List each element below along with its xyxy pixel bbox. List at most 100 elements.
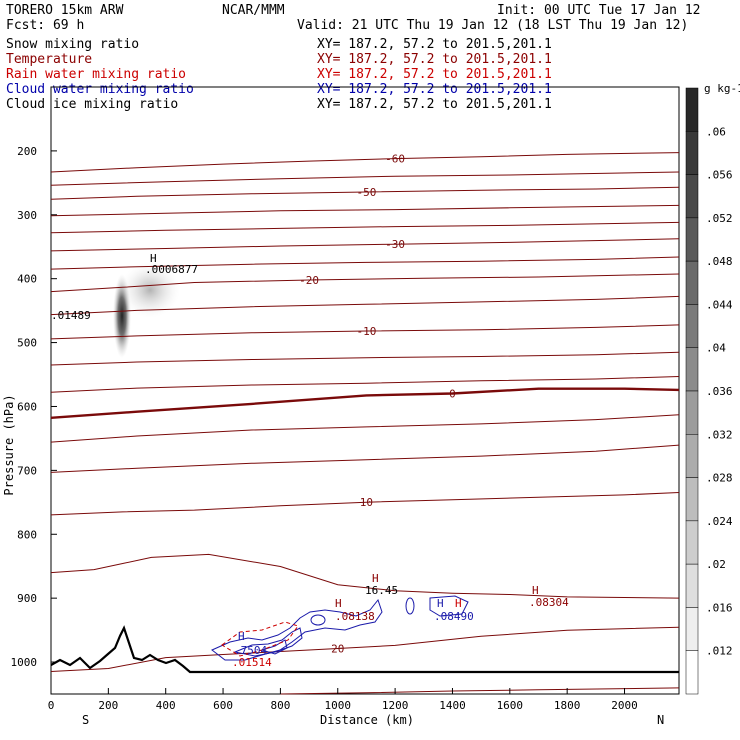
x-tick-label: 2000 <box>611 699 638 712</box>
x-end-label: N <box>657 713 664 727</box>
colorbar-swatch <box>685 434 699 478</box>
cloud-water-marker: H <box>238 630 245 643</box>
color-bar: g kg-1 .06 .056 .052 .048 .044 .04 .036 .032 .02… <box>685 82 740 695</box>
y-tick-label: 500 <box>17 337 37 350</box>
isotherm-label: -50 <box>356 186 376 199</box>
colorbar-tick-label: .056 <box>706 169 733 182</box>
isotherm-line <box>50 492 680 516</box>
colorbar-swatch <box>685 217 699 262</box>
isotherm-line <box>50 324 680 340</box>
field-legend: Snow mixing ratio XY= 187.2, 57.2 to 201.… <box>6 37 552 112</box>
colorbar-unit: g kg-1 <box>704 82 740 95</box>
cloud-water-contour-core <box>260 639 288 655</box>
rain-water-value: .01514 <box>232 656 272 669</box>
colorbar-tick-label: .02 <box>706 558 726 571</box>
y-tick-label: 700 <box>17 464 37 477</box>
colorbar-swatch <box>685 87 699 132</box>
colorbar-tick-label: .052 <box>706 212 733 225</box>
y-tick-label: 600 <box>17 400 37 413</box>
y-tick-label: 200 <box>17 145 37 158</box>
isotherm-label: 0 <box>449 388 456 401</box>
cloud-water-value-4: .08304 <box>529 596 569 609</box>
isotherm-line <box>280 687 680 695</box>
colorbar-swatch <box>685 260 699 305</box>
legend-xy-range: XY= 187.2, 57.2 to 201.5,201.1 <box>317 67 552 82</box>
isotherm-line <box>50 152 680 173</box>
colorbar-swatch <box>685 390 699 435</box>
isotherm-line <box>50 186 680 200</box>
y-axis-title: Pressure (hPa) <box>2 394 16 495</box>
isotherm-line <box>50 295 680 316</box>
rain-marker-2: H <box>455 597 462 610</box>
colorbar-tick-label: .048 <box>706 255 733 268</box>
isotherm-line <box>50 553 680 599</box>
ice-max-value: .0006877 <box>145 263 198 276</box>
legend-xy-range: XY= 187.2, 57.2 to 201.5,201.1 <box>317 97 552 112</box>
x-tick-label: 600 <box>213 699 233 712</box>
x-tick-label: 1000 <box>325 699 352 712</box>
x-tick-label: 800 <box>270 699 290 712</box>
y-tick-label: 800 <box>17 528 37 541</box>
legend-field-name: Rain water mixing ratio <box>6 67 186 82</box>
x-tick-label: 400 <box>156 699 176 712</box>
terrain-profile <box>50 625 679 674</box>
isotherm-line <box>50 171 680 186</box>
x-tick-label: 1200 <box>382 699 409 712</box>
colorbar-tick-label: .06 <box>706 125 726 138</box>
isotherm-line <box>50 387 680 419</box>
isotherm-label: -20 <box>299 274 319 287</box>
cloud-ice-shading-outer <box>120 262 180 318</box>
legend-field-name: Cloud ice mixing ratio <box>6 97 178 112</box>
cloud-water-contour-inner <box>233 627 303 657</box>
colorbar-swatch <box>685 131 699 175</box>
x-tick-label: 0 <box>48 699 55 712</box>
cloud-water-value-2: .08490 <box>434 610 474 623</box>
y-tick-label: 300 <box>17 209 37 222</box>
legend-xy-range: XY= 187.2, 57.2 to 201.5,201.1 <box>317 37 552 52</box>
ice-max-marker: H <box>150 252 157 265</box>
isotherm-line <box>50 221 680 234</box>
plot-frame <box>50 86 680 695</box>
y-axis: 200 300 400 500 600 700 800 900 1000 <box>11 145 57 669</box>
colorbar-tick-label: .032 <box>706 428 733 441</box>
colorbar-swatch <box>685 607 699 651</box>
isotherm-line <box>50 626 680 672</box>
legend-field-name: Temperature <box>6 52 92 67</box>
colorbar-swatch <box>685 304 699 348</box>
plot-area <box>50 86 680 695</box>
isotherm-label: 20 <box>331 642 344 655</box>
isotherm-line <box>50 414 680 443</box>
rain-max-value: 16.45 <box>365 584 398 597</box>
colorbar-swatch <box>685 563 699 608</box>
temperature-isotherms: -60 -50 -30 -20 -10 0 10 20 <box>50 152 680 695</box>
colorbar-swatch <box>685 347 699 392</box>
isotherm-line <box>50 273 680 293</box>
rain-marker-4: H <box>532 584 539 597</box>
rain-max-marker: H <box>372 572 379 585</box>
y-tick-label: 1000 <box>11 656 38 669</box>
cloud-water-contours <box>211 595 469 661</box>
valid-time: Valid: 21 UTC Thu 19 Jan 12 (18 LST Thu … <box>297 18 688 33</box>
isotherm-label: -30 <box>385 238 405 251</box>
cloud-water-cell-2 <box>405 597 415 615</box>
x-tick-label: 200 <box>98 699 118 712</box>
legend-field-name: Cloud water mixing ratio <box>6 82 194 97</box>
colorbar-swatch <box>685 174 699 219</box>
legend-xy-range: XY= 187.2, 57.2 to 201.5,201.1 <box>317 52 552 67</box>
forecast-hour: Fcst: 69 h <box>6 18 84 33</box>
colorbar-tick-label: .028 <box>706 472 733 485</box>
isotherm-line <box>50 351 680 366</box>
isotherm-line <box>50 204 680 217</box>
x-tick-label: 1600 <box>497 699 524 712</box>
isotherm-label: 10 <box>360 496 373 509</box>
colorbar-tick-label: .016 <box>706 601 733 614</box>
colorbar-swatch <box>685 520 699 565</box>
x-axis: 0 200 400 600 800 1000 1200 1400 1600 1800 2000 <box>48 688 638 712</box>
colorbar-tick-label: .036 <box>706 385 733 398</box>
cloud-water-cell <box>310 614 326 626</box>
ice-max-value-2: .01489 <box>51 309 91 322</box>
rain-marker-3: H <box>335 597 342 610</box>
model-title: TORERO 15km ARW <box>6 3 124 18</box>
cloud-water-value: .7504 <box>234 644 267 657</box>
